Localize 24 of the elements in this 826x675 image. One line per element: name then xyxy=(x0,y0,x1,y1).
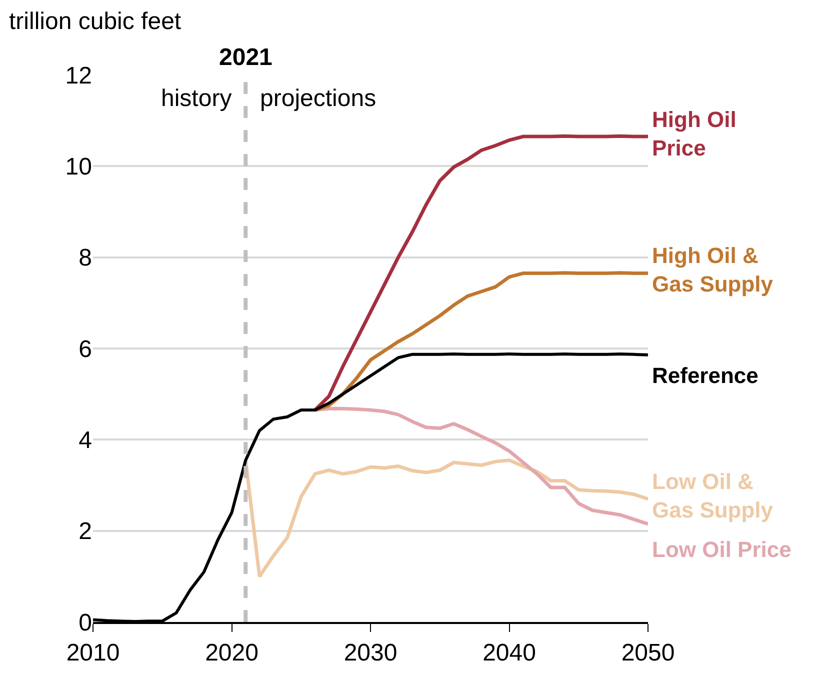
line-series xyxy=(244,458,648,578)
line-series xyxy=(313,134,648,412)
x-tick-label: 2030 xyxy=(344,640,398,667)
y-tick-label: 10 xyxy=(65,154,92,181)
annotation: projections xyxy=(260,85,376,112)
y-tick-label: 0 xyxy=(78,609,92,636)
annotation: history xyxy=(161,85,232,112)
y-tick-label: 6 xyxy=(78,336,92,363)
y-tick-label: 12 xyxy=(65,62,92,90)
y-tick-label: 4 xyxy=(78,427,92,454)
line-series xyxy=(313,406,648,526)
ref-line-label: 2021 xyxy=(219,44,272,71)
y-axis-title: trillion cubic feet xyxy=(9,8,182,35)
x-tick-label: 2050 xyxy=(621,640,675,667)
series-label: Reference xyxy=(652,363,758,388)
series-label: High Oil & Gas Supply xyxy=(652,243,774,297)
x-tick-label: 2020 xyxy=(205,640,258,667)
y-tick-label: 8 xyxy=(78,244,92,272)
series-label: Low Oil & Gas Supply xyxy=(652,469,774,523)
series-label: Low Oil Price xyxy=(652,537,792,562)
x-tick-label: 2040 xyxy=(482,640,536,667)
x-tick-label: 2010 xyxy=(66,640,120,667)
y-tick-label: 2 xyxy=(78,518,92,546)
series-label: High Oil Price xyxy=(652,107,736,161)
